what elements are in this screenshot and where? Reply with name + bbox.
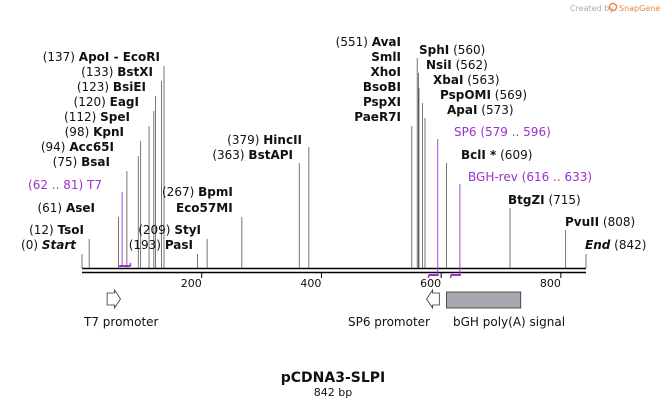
scale-tick-label: 400 — [300, 277, 321, 290]
site-label-paer7i: PaeR7I — [354, 110, 401, 124]
site-label-sphi: SphI (560) — [419, 43, 485, 57]
site-label-apai: ApaI (573) — [447, 103, 514, 117]
start-label: (0) Start — [21, 238, 77, 252]
site-label-btgzi: BtgZI (715) — [508, 193, 581, 207]
site-label-smli: SmlI — [371, 50, 401, 64]
primer-label-t7: (62 .. 81) T7 — [28, 178, 102, 192]
primer-arrows — [119, 139, 461, 278]
site-label-apoi: (137) ApoI - EcoRI — [43, 50, 160, 64]
primer-sp6[interactable] — [427, 139, 439, 278]
scale-tick-label: 800 — [540, 277, 561, 290]
primer-label-sp6: SP6 (579 .. 596) — [454, 125, 551, 139]
feature-sp6-promoter[interactable] — [426, 288, 440, 310]
site-label-xbai: XbaI (563) — [433, 73, 500, 87]
scale-tick-label: 600 — [420, 277, 441, 290]
site-label-xhoi: XhoI — [370, 65, 401, 79]
primer-label-bgh-rev: BGH-rev (616 .. 633) — [468, 170, 592, 184]
site-label-tsoi: (12) TsoI — [29, 223, 84, 237]
primer-t7[interactable] — [119, 192, 132, 267]
site-label-acc65i: (94) Acc65I — [41, 140, 114, 154]
site-label-eco57mi: Eco57MI — [176, 201, 233, 215]
site-label-nsii: NsiI (562) — [426, 58, 488, 72]
site-label-eagi: (120) EagI — [74, 95, 139, 109]
site-label-bsai: (75) BsaI — [53, 155, 110, 169]
feature-label-bgh-polya: bGH poly(A) signal — [453, 315, 565, 329]
site-label-pspxi: PspXI — [363, 95, 401, 109]
site-label-bcli: BclI * (609) — [461, 148, 532, 162]
site-label-avai: (551) AvaI — [336, 35, 401, 49]
feature-label-t7-promoter: T7 promoter — [83, 315, 159, 329]
site-label-bstapi: (363) BstAPI — [212, 148, 293, 162]
feature-track — [106, 288, 522, 310]
site-label-kpni: (98) KpnI — [65, 125, 124, 139]
end-label: End (842) — [585, 238, 646, 252]
site-label-hincii: (379) HincII — [227, 133, 302, 147]
site-label-pvuii: PvuII (808) — [565, 215, 635, 229]
site-label-pspomi: PspOMI (569) — [440, 88, 527, 102]
site-label-bsobi: BsoBI — [363, 80, 401, 94]
site-label-spei: (112) SpeI — [64, 110, 130, 124]
map-title: pCDNA3-SLPI — [281, 370, 386, 386]
site-label-styi: (209) StyI — [138, 223, 201, 237]
site-label-bsiei: (123) BsiEI — [77, 80, 146, 94]
scale-ruler: 200 400 600 800 — [181, 272, 562, 290]
site-label-pasi: (193) PasI — [129, 238, 193, 252]
feature-t7-promoter[interactable] — [106, 288, 121, 310]
map-length: 842 bp — [314, 386, 352, 399]
feature-bgh-poly-a-signal[interactable] — [446, 291, 522, 309]
scale-tick-label: 200 — [181, 277, 202, 290]
snapgene-logo-icon — [608, 2, 618, 12]
primer-bgh-rev[interactable] — [449, 184, 461, 278]
credit-text: Created by — [570, 4, 614, 13]
site-label-bstxi: (133) BstXI — [81, 65, 153, 79]
feature-label-sp6-promoter: SP6 promoter — [348, 315, 430, 329]
site-label-asei: (61) AseI — [37, 201, 95, 215]
credit-brand: SnapGene — [619, 4, 660, 13]
site-leader-lines — [81, 58, 587, 268]
site-label-bpmi: (267) BpmI — [162, 185, 233, 199]
